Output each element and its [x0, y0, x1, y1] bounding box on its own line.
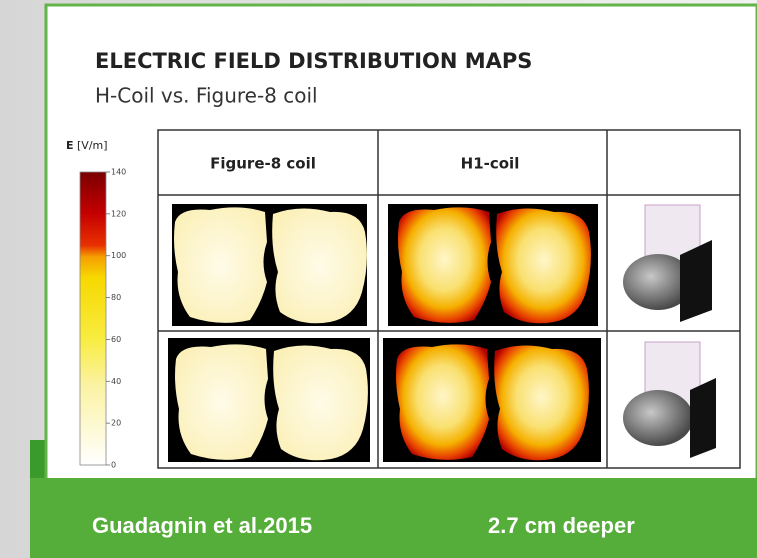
title: ELECTRIC FIELD DISTRIBUTION MAPS	[95, 49, 532, 73]
table-border	[157, 129, 741, 469]
colorbar-tick-label: 20	[111, 419, 121, 428]
colorbar-tick-label: 40	[111, 377, 121, 386]
colorbar-label: E [V/m]	[66, 139, 108, 152]
column-header: H1-coil	[461, 155, 520, 173]
citation: Guadagnin et al.2015	[92, 513, 312, 538]
colorbar-tick-label: 140	[111, 168, 126, 177]
fold	[30, 440, 46, 482]
note: 2.7 cm deeper	[488, 513, 635, 538]
colorbar-tick-label: 60	[111, 335, 121, 344]
brain-sphere	[623, 254, 693, 310]
brain-3d	[623, 341, 716, 458]
colorbar-tick-label: 120	[111, 209, 126, 218]
colorbar-tick-label: 0	[111, 461, 116, 470]
subtitle: H-Coil vs. Figure-8 coil	[95, 84, 318, 108]
slice-plane	[690, 378, 716, 458]
footer-band	[30, 478, 757, 558]
brain-3d	[623, 204, 712, 322]
colorbar-tick-label: 100	[111, 251, 126, 260]
colorbar	[79, 171, 107, 466]
table	[157, 129, 741, 469]
brain-sphere	[623, 390, 693, 446]
slice-plane	[680, 240, 712, 322]
column-header: Figure-8 coil	[210, 155, 316, 173]
colorbar-symbol: E	[66, 139, 74, 152]
colorbar-unit: [V/m]	[77, 139, 108, 152]
colorbar-tick-label: 80	[111, 293, 121, 302]
